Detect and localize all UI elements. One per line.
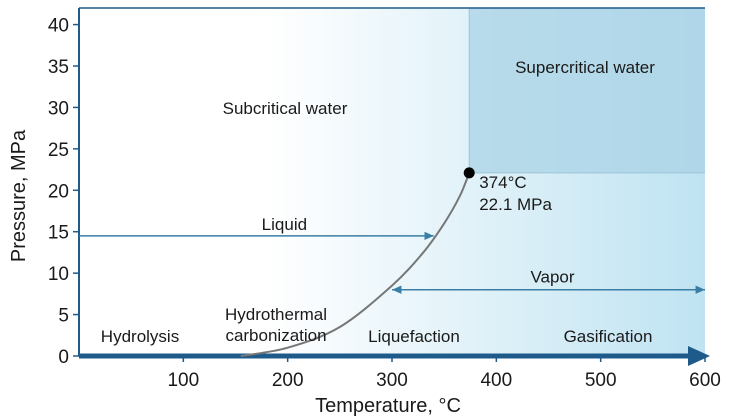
x-tick-label: 100 [167,370,199,391]
critical-point-pressure: 22.1 MPa [479,195,552,214]
x-tick-label: 600 [689,370,721,391]
process-gasification-label: Gasification [564,327,653,346]
supercritical-region [469,8,705,173]
process-liquefaction-label: Liquefaction [368,327,460,346]
y-axis-label: Pressure, MPa [8,129,30,262]
supercritical-water-label: Supercritical water [515,58,655,77]
saturation-curve [240,172,471,357]
process-hydrothermal-label: Hydrothermal [225,305,327,324]
y-tick-label: 0 [58,347,69,368]
x-tick-label: 200 [272,370,304,391]
process-carbonization-label: carbonization [225,326,326,345]
process-hydrolysis-label: Hydrolysis [101,327,179,346]
critical-point-temperature: 374°C [479,173,526,192]
y-ticks: 0 5 10 15 20 25 30 35 40 [48,16,79,368]
liquid-label: Liquid [262,215,307,234]
y-tick-label: 35 [48,57,69,78]
y-tick-label: 40 [48,16,69,37]
critical-point [463,167,475,179]
x-tick-label: 500 [585,370,617,391]
x-axis-label: Temperature, °C [315,395,461,417]
x-tick-label: 300 [376,370,408,391]
x-axis-arrowhead [688,346,710,366]
y-tick-label: 25 [48,140,69,161]
y-tick-label: 5 [58,306,69,327]
vapor-label: Vapor [530,268,574,287]
y-tick-label: 10 [48,264,69,285]
y-tick-label: 15 [48,223,69,244]
y-tick-label: 30 [48,98,69,119]
x-ticks: 100 200 300 400 500 600 [167,356,721,391]
subcritical-water-label: Subcritical water [223,99,348,118]
x-tick-label: 400 [480,370,512,391]
y-tick-label: 20 [48,181,69,202]
